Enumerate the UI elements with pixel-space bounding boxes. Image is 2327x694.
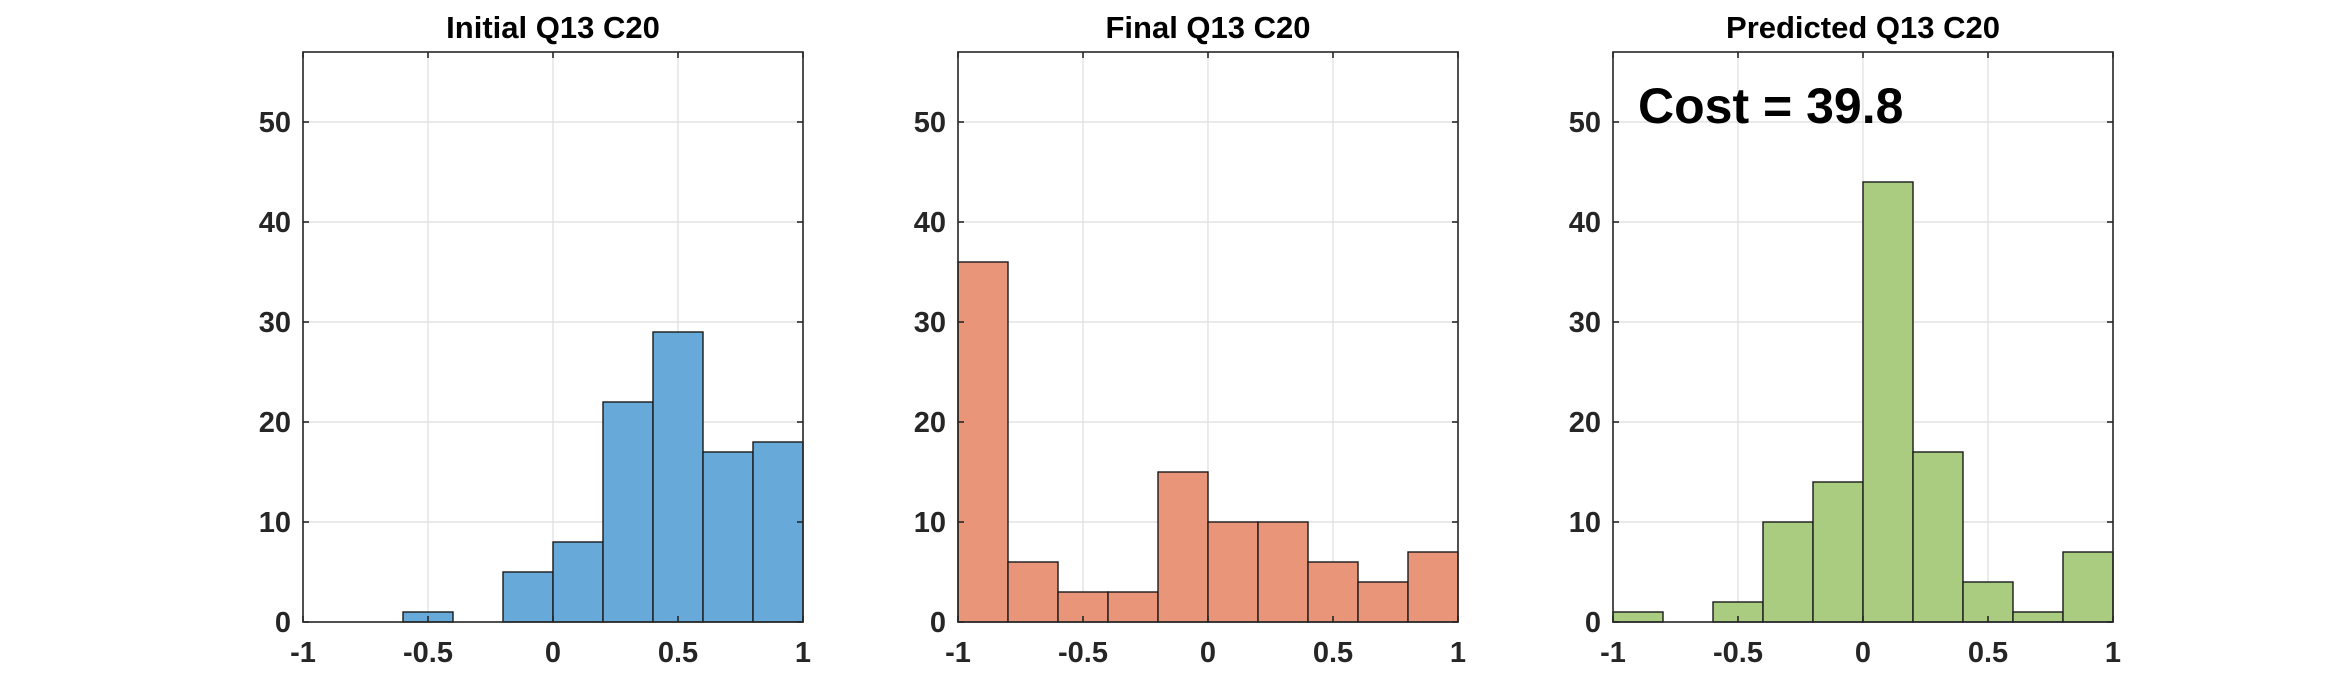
xtick-label-initial-1: -0.5 <box>403 637 453 669</box>
xtick-label-predicted-3: 0.5 <box>1968 637 2008 669</box>
ytick-label-predicted-3: 30 <box>1569 307 1601 339</box>
bar-initial-9 <box>752 441 804 623</box>
xtick-label-initial-2: 0 <box>545 637 561 669</box>
bar-final-4 <box>1157 471 1209 623</box>
ytick-label-initial-5: 50 <box>259 107 291 139</box>
xtick-label-final-4: 1 <box>1450 637 1466 669</box>
ytick-label-final-3: 30 <box>914 307 946 339</box>
bar-predicted-7 <box>1962 581 2014 623</box>
bar-predicted-4 <box>1812 481 1864 623</box>
xtick-label-predicted-1: -0.5 <box>1713 637 1763 669</box>
bar-predicted-6 <box>1912 451 1964 623</box>
ytick-label-initial-1: 10 <box>259 507 291 539</box>
ytick-label-final-5: 50 <box>914 107 946 139</box>
bar-predicted-0 <box>1612 611 1664 623</box>
ytick-label-initial-2: 20 <box>259 407 291 439</box>
bar-final-1 <box>1007 561 1059 623</box>
ytick-label-final-0: 0 <box>930 607 946 639</box>
bar-final-0 <box>957 261 1009 623</box>
xtick-label-initial-3: 0.5 <box>658 637 698 669</box>
bar-predicted-9 <box>2062 551 2114 623</box>
xtick-label-final-0: -1 <box>945 637 971 669</box>
cost-annotation: Cost = 39.8 <box>1638 78 1903 134</box>
ytick-label-initial-4: 40 <box>259 207 291 239</box>
bar-final-9 <box>1407 551 1459 623</box>
ytick-label-predicted-1: 10 <box>1569 507 1601 539</box>
bar-initial-4 <box>502 571 554 623</box>
ytick-label-predicted-2: 20 <box>1569 407 1601 439</box>
ytick-label-initial-0: 0 <box>275 607 291 639</box>
bar-final-8 <box>1357 581 1409 623</box>
bar-predicted-5 <box>1862 181 1914 623</box>
xtick-label-predicted-2: 0 <box>1855 637 1871 669</box>
xtick-label-final-2: 0 <box>1200 637 1216 669</box>
xtick-label-predicted-0: -1 <box>1600 637 1626 669</box>
bar-final-6 <box>1257 521 1309 623</box>
ytick-label-predicted-5: 50 <box>1569 107 1601 139</box>
bar-final-5 <box>1207 521 1259 623</box>
panel-predicted: Predicted Q13 C20 Cost = 39.8 -1 -0.5 0 0.5… <box>1569 10 2121 669</box>
xtick-label-predicted-4: 1 <box>2105 637 2121 669</box>
bar-predicted-3 <box>1762 521 1814 623</box>
xtick-label-final-1: -0.5 <box>1058 637 1108 669</box>
ytick-label-predicted-4: 40 <box>1569 207 1601 239</box>
xtick-label-initial-0: -1 <box>290 637 316 669</box>
ytick-label-initial-3: 30 <box>259 307 291 339</box>
bar-initial-8 <box>702 451 754 623</box>
bar-predicted-8 <box>2012 611 2064 623</box>
title-final: Final Q13 C20 <box>1105 10 1310 45</box>
bar-final-3 <box>1107 591 1159 623</box>
title-initial: Initial Q13 C20 <box>446 10 660 45</box>
bar-initial-6 <box>602 401 654 623</box>
ytick-label-final-4: 40 <box>914 207 946 239</box>
ytick-label-final-1: 10 <box>914 507 946 539</box>
ytick-label-final-2: 20 <box>914 407 946 439</box>
title-predicted: Predicted Q13 C20 <box>1726 10 2000 45</box>
xtick-label-initial-4: 1 <box>795 637 811 669</box>
bar-initial-7 <box>652 331 704 623</box>
bar-final-7 <box>1307 561 1359 623</box>
xtick-label-final-3: 0.5 <box>1313 637 1353 669</box>
bar-initial-5 <box>552 541 604 623</box>
ytick-label-predicted-0: 0 <box>1585 607 1601 639</box>
